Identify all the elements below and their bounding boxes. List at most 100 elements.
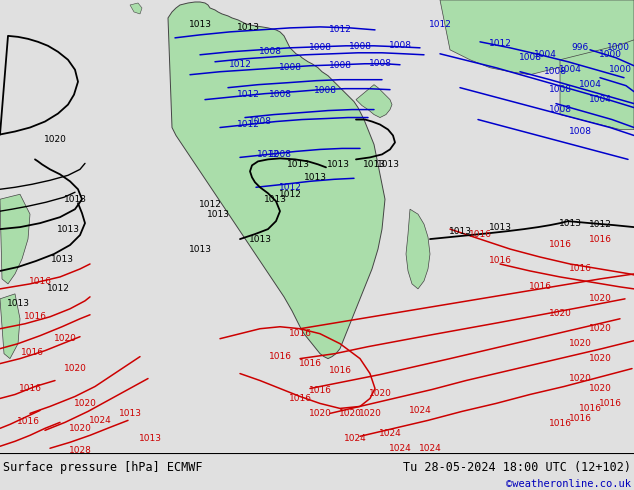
Text: 1012: 1012 — [278, 190, 301, 199]
Text: 1016: 1016 — [529, 282, 552, 292]
Text: 1004: 1004 — [588, 95, 611, 104]
Text: 1016: 1016 — [469, 230, 491, 239]
Text: 1008: 1008 — [548, 85, 571, 94]
Text: 1013: 1013 — [138, 434, 162, 443]
Text: 1008: 1008 — [269, 90, 292, 99]
Text: 1024: 1024 — [344, 434, 366, 443]
Text: 1013: 1013 — [327, 160, 349, 169]
Text: 1012: 1012 — [46, 284, 70, 294]
Text: 1016: 1016 — [18, 384, 41, 393]
Text: 1016: 1016 — [20, 348, 44, 357]
Text: 1016: 1016 — [328, 366, 351, 375]
Text: 1016: 1016 — [299, 359, 321, 368]
Text: 1020: 1020 — [68, 424, 91, 433]
Polygon shape — [130, 3, 142, 14]
Text: 1016: 1016 — [588, 235, 612, 244]
Text: 1013: 1013 — [377, 160, 399, 169]
Text: 1012: 1012 — [588, 220, 611, 229]
Text: 1013: 1013 — [363, 160, 385, 169]
Text: 1004: 1004 — [534, 50, 557, 59]
Text: 996: 996 — [571, 43, 588, 52]
Text: 1008: 1008 — [328, 61, 351, 70]
Text: 1024: 1024 — [409, 406, 431, 415]
Text: 1028: 1028 — [68, 446, 91, 455]
Text: 1020: 1020 — [588, 384, 611, 393]
Text: 1012: 1012 — [328, 25, 351, 34]
Text: 1012: 1012 — [236, 90, 259, 99]
Text: 1016: 1016 — [288, 329, 311, 338]
Text: 1012: 1012 — [236, 120, 259, 129]
Text: 1013: 1013 — [63, 195, 86, 204]
Text: 1008: 1008 — [543, 67, 567, 76]
Text: 1020: 1020 — [44, 135, 67, 144]
Text: 1024: 1024 — [389, 444, 411, 453]
Text: 1016: 1016 — [288, 394, 311, 403]
Text: 1000: 1000 — [609, 65, 631, 74]
Text: 1004: 1004 — [559, 65, 581, 74]
Polygon shape — [356, 85, 392, 118]
Text: 1004: 1004 — [579, 80, 602, 89]
Text: 1020: 1020 — [548, 309, 571, 318]
Text: 1000: 1000 — [598, 50, 621, 59]
Text: 1008: 1008 — [349, 42, 372, 51]
Polygon shape — [0, 294, 20, 359]
Text: 1024: 1024 — [418, 444, 441, 453]
Text: Tu 28-05-2024 18:00 UTC (12+102): Tu 28-05-2024 18:00 UTC (12+102) — [403, 461, 631, 474]
Text: 1016: 1016 — [548, 419, 571, 428]
Polygon shape — [560, 40, 634, 129]
Text: 1012: 1012 — [198, 200, 221, 209]
Text: 1016: 1016 — [269, 352, 292, 361]
Text: 1020: 1020 — [588, 324, 611, 333]
Text: 1016: 1016 — [578, 404, 602, 413]
Text: 1008: 1008 — [313, 86, 337, 95]
Text: 1013: 1013 — [56, 224, 79, 234]
Text: 1013: 1013 — [287, 160, 309, 169]
Text: 1013: 1013 — [264, 195, 287, 204]
Text: 1013: 1013 — [6, 299, 30, 308]
Text: 1013: 1013 — [207, 210, 230, 219]
Text: 1024: 1024 — [378, 429, 401, 438]
Polygon shape — [168, 2, 385, 359]
Text: 1013: 1013 — [249, 235, 271, 244]
Text: 1016: 1016 — [489, 256, 512, 266]
Text: 1024: 1024 — [89, 416, 112, 425]
Text: 1013: 1013 — [188, 245, 212, 253]
Text: 1008: 1008 — [548, 105, 571, 114]
Text: 1016: 1016 — [16, 417, 39, 426]
Text: 1016: 1016 — [23, 312, 46, 321]
Text: 1000: 1000 — [607, 43, 630, 52]
Polygon shape — [0, 194, 30, 284]
Text: 1020: 1020 — [588, 354, 611, 363]
Text: 1008: 1008 — [569, 127, 592, 136]
Text: 1008: 1008 — [368, 59, 392, 68]
Text: 1012: 1012 — [229, 60, 252, 69]
Text: 1013: 1013 — [559, 219, 581, 228]
Text: 1020: 1020 — [339, 409, 361, 418]
Text: 1012: 1012 — [489, 39, 512, 49]
Text: 1013: 1013 — [236, 24, 259, 32]
Text: 1008: 1008 — [519, 53, 541, 62]
Text: Surface pressure [hPa] ECMWF: Surface pressure [hPa] ECMWF — [3, 461, 203, 474]
Text: 1013: 1013 — [304, 173, 327, 182]
Text: 1008: 1008 — [269, 150, 292, 159]
Text: 1016: 1016 — [569, 414, 592, 423]
Text: 1020: 1020 — [53, 334, 77, 343]
Text: 1016: 1016 — [548, 240, 571, 248]
Text: 1020: 1020 — [74, 399, 96, 408]
Text: 1013: 1013 — [448, 226, 472, 236]
Text: 1020: 1020 — [309, 409, 332, 418]
Text: 1016: 1016 — [309, 386, 332, 395]
Text: 1013: 1013 — [119, 409, 141, 418]
Text: 1020: 1020 — [368, 389, 391, 398]
Text: 1020: 1020 — [63, 364, 86, 373]
Text: 1013: 1013 — [188, 21, 212, 29]
Text: 1012: 1012 — [429, 21, 451, 29]
Text: 1012: 1012 — [257, 150, 280, 159]
Text: 1016: 1016 — [569, 265, 592, 273]
Text: 1008: 1008 — [309, 43, 332, 52]
Text: 1013: 1013 — [489, 222, 512, 232]
Text: 1020: 1020 — [569, 339, 592, 348]
Text: 1016: 1016 — [598, 399, 621, 408]
Text: 1020: 1020 — [588, 294, 611, 303]
Text: 1013: 1013 — [51, 254, 74, 264]
